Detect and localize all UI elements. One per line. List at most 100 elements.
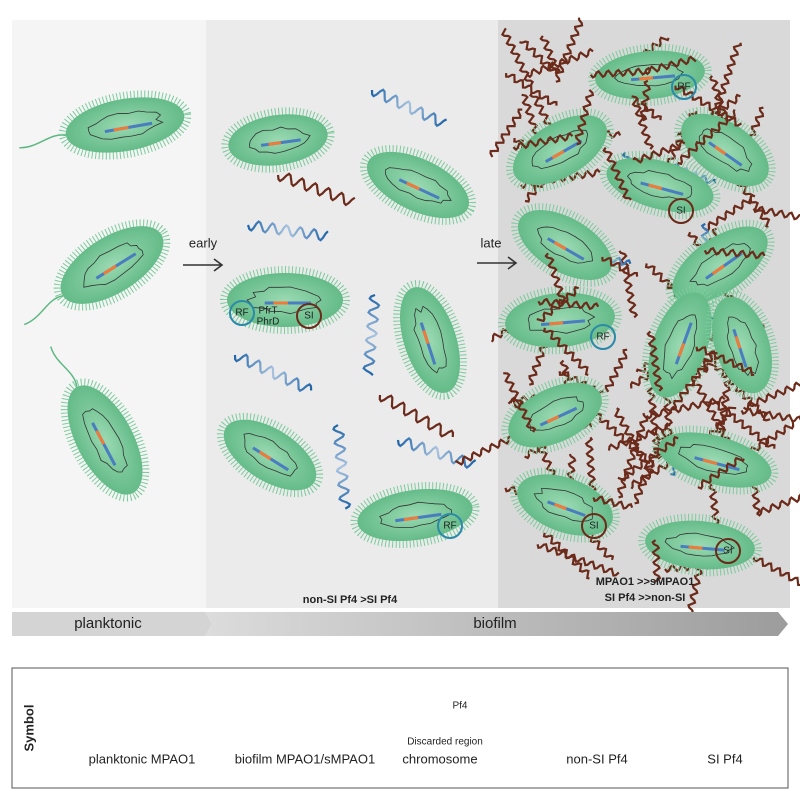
- si-label: SI: [723, 546, 732, 557]
- si-phage: [671, 351, 718, 411]
- cell: [506, 108, 614, 192]
- cell-fur: [393, 280, 467, 400]
- discarded-region: [403, 516, 419, 522]
- si-phage: [704, 193, 756, 232]
- si-phage: [632, 140, 686, 164]
- chromosome: [249, 126, 311, 154]
- cell: [220, 266, 350, 334]
- gene-label: PhrD: [257, 317, 280, 328]
- chromosome: [626, 170, 693, 200]
- discarded-region: [422, 330, 430, 345]
- arrow: [183, 258, 224, 272]
- discarded-region: [549, 321, 564, 326]
- cell-fur: [651, 425, 779, 495]
- cell-body: [357, 488, 473, 542]
- rf-label: RF: [677, 82, 690, 93]
- si-phage: [519, 40, 558, 74]
- si-phage: [697, 456, 745, 490]
- cell-body: [595, 50, 705, 100]
- prophage: [95, 252, 137, 280]
- cell-body: [658, 432, 772, 488]
- non-si-phage: [370, 88, 448, 128]
- flagellum: [19, 134, 67, 149]
- cell: [588, 43, 712, 107]
- cell: [19, 90, 192, 160]
- si-phage: [645, 395, 726, 420]
- cell: [599, 150, 721, 220]
- cell-body: [508, 382, 602, 448]
- legend: Symbol planktonic MPAO1 biofilm MPAO1/sM…: [11, 667, 789, 789]
- phage-ring: [581, 513, 607, 539]
- arrow: [477, 256, 518, 270]
- prophage: [674, 322, 693, 365]
- si-phage: [752, 205, 800, 221]
- phage-ring: [590, 324, 616, 350]
- discarded-region: [554, 502, 567, 511]
- cell: [360, 145, 476, 225]
- si-phage: [602, 146, 632, 201]
- legend-label: biofilm MPAO1/sMPAO1: [235, 751, 375, 766]
- phage-ring: [229, 300, 255, 326]
- rf-label: RF: [235, 308, 248, 319]
- chromosome: [698, 128, 753, 172]
- cell-body: [67, 385, 143, 495]
- discarded-region: [688, 545, 703, 550]
- biofilm-bar: [205, 612, 788, 636]
- cell-fur: [58, 90, 192, 160]
- cell-fur: [221, 107, 335, 173]
- cell-body: [672, 226, 768, 304]
- discarded-region: [406, 181, 420, 191]
- si-phage: [709, 399, 776, 449]
- si-phage: [589, 66, 652, 79]
- si-phage: [695, 346, 755, 377]
- si-phage: [574, 89, 595, 146]
- discarded-region: [546, 415, 560, 424]
- labels: early late PfrT PhrD RF SI RF non-SI Pf4…: [183, 82, 733, 606]
- legend-title: Symbol: [21, 705, 36, 752]
- si-phage: [646, 330, 664, 392]
- chromosome: [527, 306, 596, 334]
- si-phage: [644, 55, 697, 76]
- discarded-region: [551, 149, 565, 160]
- cell: [50, 346, 150, 502]
- cell-body: [512, 115, 608, 185]
- si-phage: [542, 327, 589, 377]
- chromosome: [531, 129, 589, 170]
- si-phage: [544, 252, 567, 305]
- si-phage: [607, 422, 671, 451]
- si-phage: [276, 172, 356, 207]
- si-label: SI: [589, 521, 598, 532]
- si-phage: [755, 485, 800, 517]
- si-phage: [631, 95, 654, 150]
- flagellum: [23, 294, 64, 326]
- transition-label: late: [481, 235, 502, 250]
- si-phage: [536, 543, 620, 577]
- cell-fur: [510, 467, 620, 543]
- non-si-phage: [233, 353, 313, 393]
- cell-body: [227, 273, 343, 327]
- si-phage: [537, 297, 600, 311]
- si-phage: [742, 378, 800, 411]
- legend-label: planktonic MPAO1: [89, 751, 196, 766]
- chromosome: [87, 110, 164, 140]
- si-label: SI: [304, 311, 313, 322]
- si-label: SI: [676, 206, 685, 217]
- chromosome: [385, 167, 452, 204]
- si-phage: [503, 372, 537, 433]
- phage-ring: [715, 538, 741, 564]
- si-phage: [504, 73, 558, 106]
- legend-box: [11, 667, 789, 789]
- si-phage: [614, 407, 655, 475]
- discarded-region: [113, 125, 129, 132]
- cell: [510, 467, 620, 543]
- cell: [674, 106, 776, 194]
- chromosome: [689, 243, 751, 287]
- prophage: [708, 141, 743, 167]
- stage-label: biofilm: [473, 615, 516, 632]
- chromosome: [82, 408, 128, 473]
- si-phage: [500, 27, 535, 86]
- si-phage: [378, 394, 455, 438]
- stage-label: planktonic: [74, 615, 142, 632]
- annotation: Discarded region: [407, 737, 483, 748]
- prophage: [395, 512, 442, 523]
